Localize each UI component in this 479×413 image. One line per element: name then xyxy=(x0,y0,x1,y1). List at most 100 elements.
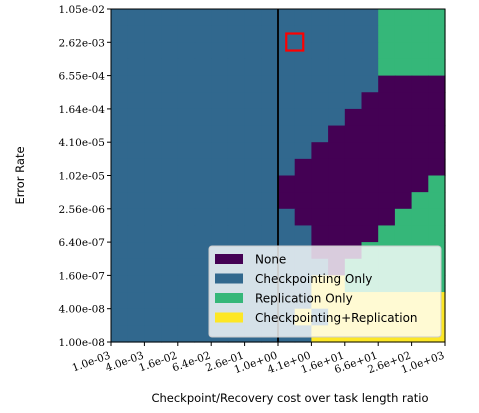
heatmap-cell xyxy=(378,75,396,93)
heatmap-cell xyxy=(294,175,312,193)
heatmap-cell xyxy=(394,108,413,127)
heatmap-cell xyxy=(111,158,129,177)
heatmap-cell xyxy=(194,175,212,193)
heatmap-cell xyxy=(311,225,329,243)
heatmap-cell xyxy=(177,225,196,243)
heatmap-cell xyxy=(411,58,429,77)
heatmap-cell xyxy=(194,308,212,326)
heatmap-cell xyxy=(278,58,296,77)
heatmap-cell xyxy=(244,108,262,127)
heatmap-cell xyxy=(161,325,179,343)
heatmap-cell xyxy=(411,192,429,210)
heatmap-cell xyxy=(428,75,446,93)
heatmap-cell xyxy=(344,92,363,110)
heatmap-cell xyxy=(194,142,212,160)
heatmap-cell xyxy=(177,42,196,60)
heatmap-cell xyxy=(194,108,212,127)
heatmap-cell xyxy=(144,175,162,193)
heatmap-cell xyxy=(294,92,312,110)
heatmap-cell xyxy=(278,142,296,160)
heatmap-cell xyxy=(111,242,129,260)
heatmap-cell xyxy=(227,42,246,60)
heatmap-cell xyxy=(294,192,312,210)
legend-label: Checkpointing Only xyxy=(255,272,372,286)
heatmap-cell xyxy=(211,192,229,210)
heatmap-cell xyxy=(311,92,329,110)
heatmap-cell xyxy=(144,125,162,143)
heatmap-cell xyxy=(111,292,129,310)
heatmap-cell xyxy=(311,58,329,77)
heatmap-cell xyxy=(278,75,296,93)
heatmap-cell xyxy=(161,58,179,77)
legend-swatch xyxy=(215,254,243,264)
heatmap-cell xyxy=(394,92,413,110)
heatmap-cell xyxy=(144,258,162,276)
heatmap-cell xyxy=(328,208,346,227)
heatmap-cell xyxy=(177,192,196,210)
heatmap-cell xyxy=(394,42,413,60)
x-axis: 1.0e-034.0e-031.6e-026.4e-022.6e-011.0e+… xyxy=(70,342,446,376)
heatmap-cell xyxy=(194,92,212,110)
heatmap-cell xyxy=(111,108,129,127)
heatmap-cell xyxy=(378,58,396,77)
heatmap-cell xyxy=(244,75,262,93)
heatmap-cell xyxy=(394,175,413,193)
heatmap-cell xyxy=(361,42,379,60)
heatmap-cell xyxy=(227,142,246,160)
y-tick-label: 1.02e-05 xyxy=(58,171,105,183)
heatmap-cell xyxy=(361,58,379,77)
heatmap-cell xyxy=(127,42,145,60)
legend-label: None xyxy=(255,253,286,267)
heatmap-cell xyxy=(294,108,312,127)
heatmap-cell xyxy=(177,292,196,310)
heatmap-cell xyxy=(127,25,145,43)
heatmap-cell xyxy=(244,192,262,210)
heatmap-cell xyxy=(227,192,246,210)
heatmap-cell xyxy=(177,108,196,127)
heatmap-cell xyxy=(428,58,446,77)
heatmap-cell xyxy=(394,208,413,227)
heatmap-cell xyxy=(227,175,246,193)
heatmap-cell xyxy=(161,9,179,27)
heatmap-cell xyxy=(144,158,162,177)
heatmap-cell xyxy=(361,175,379,193)
heatmap-cell xyxy=(161,308,179,326)
heatmap-cell xyxy=(194,192,212,210)
heatmap-cell xyxy=(177,9,196,27)
heatmap-cell xyxy=(411,158,429,177)
heatmap-cell xyxy=(394,75,413,93)
heatmap-cell xyxy=(111,258,129,276)
heatmap-cell xyxy=(411,225,429,243)
legend-swatch xyxy=(215,293,243,303)
heatmap-cell xyxy=(244,92,262,110)
heatmap-cell xyxy=(311,125,329,143)
heatmap-cell xyxy=(278,125,296,143)
heatmap-cell xyxy=(111,275,129,293)
heatmap-cell xyxy=(161,42,179,60)
heatmap-cell xyxy=(344,225,363,243)
heatmap-cell xyxy=(127,208,145,227)
heatmap-cell xyxy=(378,42,396,60)
heatmap-cell xyxy=(411,42,429,60)
heatmap-cell xyxy=(311,175,329,193)
heatmap-cell xyxy=(361,142,379,160)
heatmap-cell xyxy=(411,25,429,43)
heatmap-cell xyxy=(328,75,346,93)
heatmap-cell xyxy=(361,208,379,227)
heatmap-cell xyxy=(261,9,279,27)
heatmap-cell xyxy=(361,108,379,127)
heatmap-cell xyxy=(127,292,145,310)
heatmap-cell xyxy=(194,42,212,60)
heatmap-cell xyxy=(211,142,229,160)
heatmap-cell xyxy=(144,325,162,343)
heatmap-cell xyxy=(227,208,246,227)
heatmap-cell xyxy=(394,142,413,160)
heatmap-cell xyxy=(294,58,312,77)
heatmap-cell xyxy=(144,58,162,77)
heatmap-cell xyxy=(161,175,179,193)
heatmap-cell xyxy=(111,58,129,77)
heatmap-cell xyxy=(227,92,246,110)
heatmap-cell xyxy=(194,158,212,177)
heatmap-cell xyxy=(211,9,229,27)
heatmap-cell xyxy=(111,225,129,243)
